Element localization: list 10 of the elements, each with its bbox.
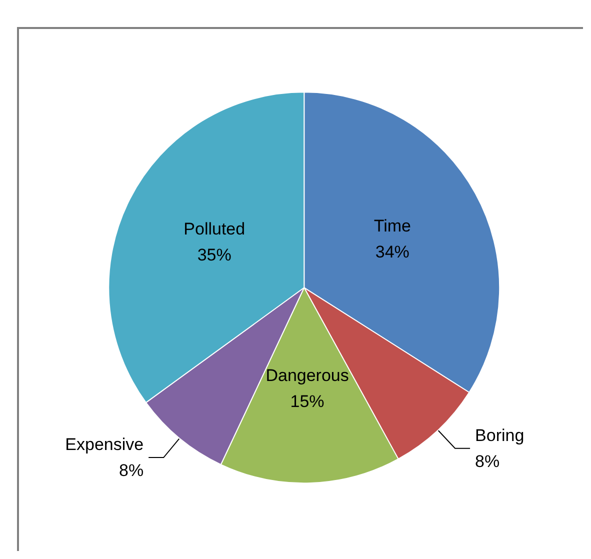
data-label: 8% <box>475 452 500 471</box>
slice-label: Polluted <box>184 219 246 238</box>
data-label: 15% <box>290 392 324 411</box>
slice-label: Time <box>374 216 411 236</box>
data-label: 35% <box>197 245 232 264</box>
data-label: 34% <box>375 242 410 262</box>
slice-label: Expensive <box>65 435 144 454</box>
slice-label: Boring <box>475 426 524 445</box>
data-label: 8% <box>119 461 144 480</box>
slice-label: Dangerous <box>266 366 349 385</box>
